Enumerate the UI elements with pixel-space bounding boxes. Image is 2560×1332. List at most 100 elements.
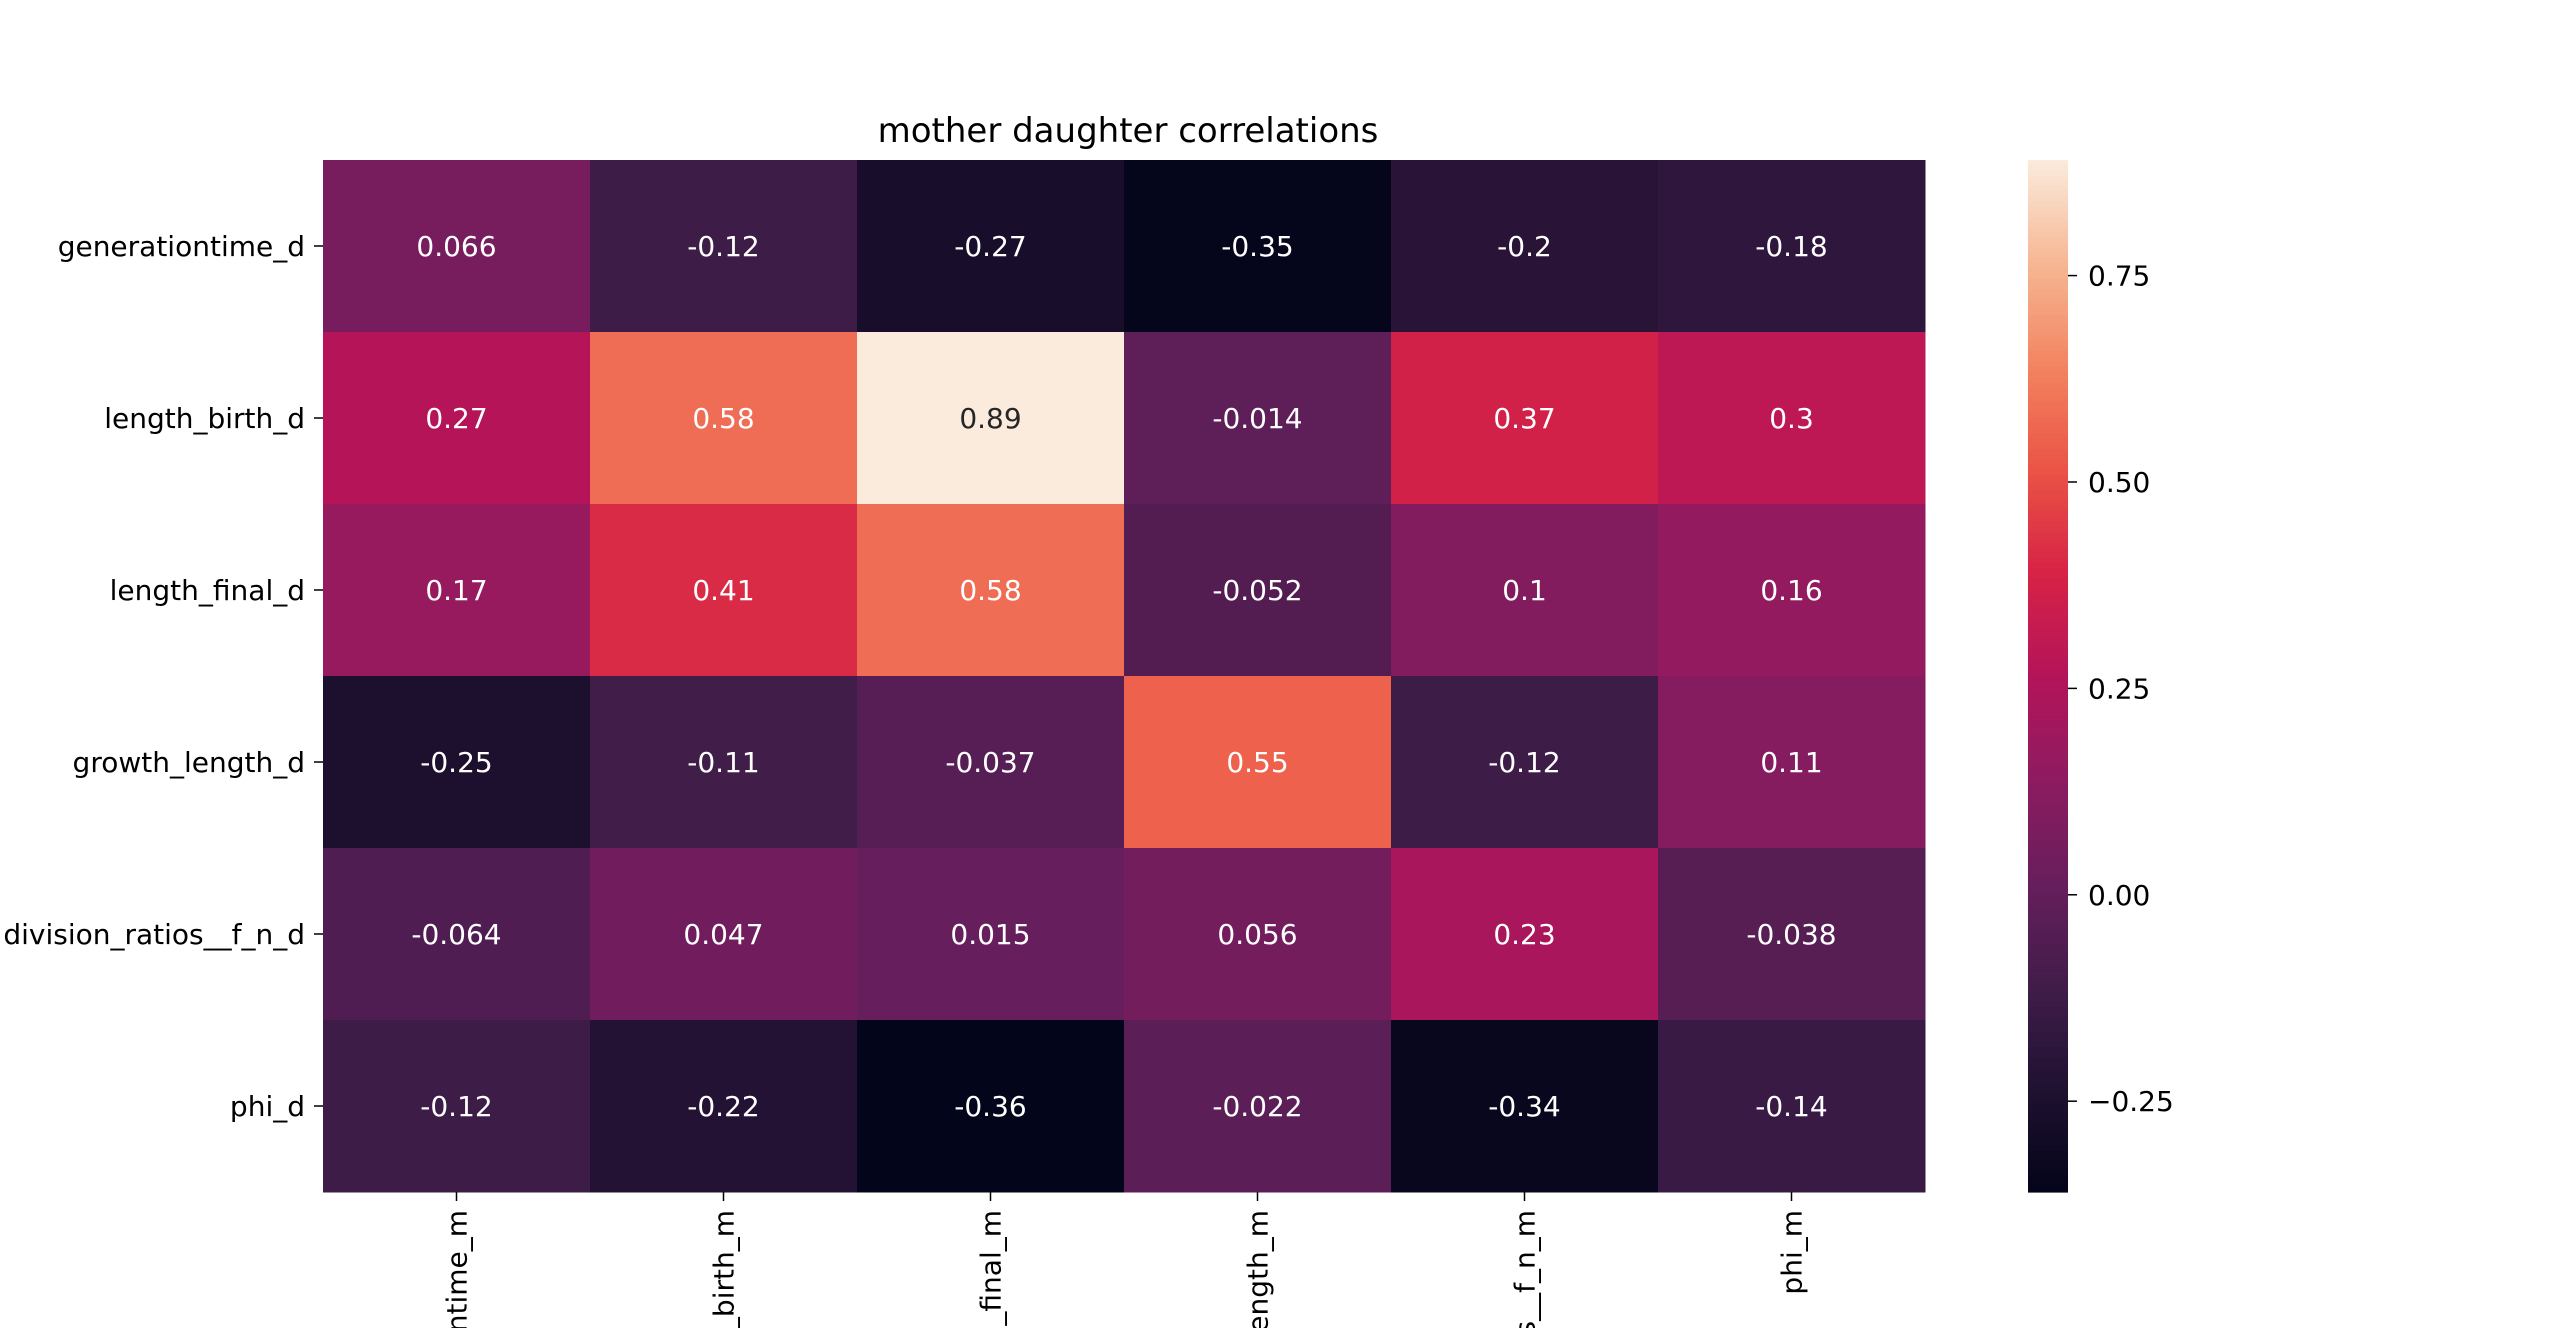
colorbar-segment	[2028, 825, 2068, 832]
colorbar-segment	[2028, 1026, 2068, 1033]
cell-value-label: 0.58	[959, 574, 1021, 607]
colorbar-segment	[2028, 273, 2068, 280]
colorbar-segment	[2028, 170, 2068, 177]
cell-value-label: 0.16	[1760, 574, 1822, 607]
heatmap-cell	[857, 1020, 1125, 1193]
cell-value-label: 0.11	[1760, 746, 1822, 779]
colorbar-segment	[2028, 180, 2068, 187]
colorbar-segment	[2028, 882, 2068, 889]
y-axis: generationtime_d length_birth_d length_fin…	[3, 230, 323, 1123]
cell-value-label: -0.14	[1755, 1090, 1827, 1123]
colorbar-segment	[2028, 350, 2068, 357]
colorbar-segment	[2028, 877, 2068, 883]
colorbar-segment	[2028, 1150, 2068, 1157]
colorbar-segment	[2028, 402, 2068, 409]
colorbar-segment	[2028, 1001, 2068, 1007]
colorbar-segment	[2028, 366, 2068, 373]
colorbar-segment	[2028, 614, 2068, 620]
colorbar-segment	[2028, 727, 2068, 734]
heatmap-cell	[857, 504, 1125, 677]
colorbar-segment	[2028, 562, 2068, 569]
colorbar-segment	[2028, 397, 2068, 404]
colorbar-segment	[2028, 964, 2068, 971]
colorbar-segment	[2028, 851, 2068, 858]
colorbar-segment	[2028, 232, 2068, 238]
colorbar-segment	[2028, 160, 2068, 166]
x-tick-label: ength_m	[1242, 1210, 1275, 1328]
colorbar-segment	[2028, 572, 2068, 579]
cell-value-label: 0.066	[416, 230, 496, 263]
cell-value-label: 0.27	[425, 402, 487, 435]
colorbar-segment	[2028, 418, 2068, 424]
y-tick-label: generationtime_d	[58, 230, 305, 263]
x-tick-label: n_final_m	[975, 1210, 1008, 1328]
colorbar-segment	[2028, 474, 2068, 481]
colorbar-segment	[2028, 913, 2068, 920]
colorbar-segment	[2028, 810, 2068, 816]
cell-value-label: -0.36	[954, 1090, 1026, 1123]
colorbar-segment	[2028, 227, 2068, 233]
colorbar-segment	[2028, 531, 2068, 538]
heatmap-cell	[1658, 676, 1926, 849]
colorbar-segment	[2028, 1088, 2068, 1095]
colorbar-segment	[2028, 706, 2068, 713]
colorbar-segment	[2028, 1135, 2068, 1141]
colorbar-segment	[2028, 242, 2068, 249]
colorbar-segment	[2028, 815, 2068, 822]
colorbar-segment	[2028, 737, 2068, 744]
heatmap-cell	[323, 848, 591, 1021]
colorbar: 0.75 0.50 0.25 0.00 −0.25	[2028, 160, 2174, 1193]
colorbar-segment	[2028, 299, 2068, 306]
colorbar-segment	[2028, 598, 2068, 605]
heatmap-cell	[323, 1020, 591, 1193]
colorbar-segment	[2028, 691, 2068, 698]
heatmap-cell	[1391, 504, 1659, 677]
colorbar-segment	[2028, 655, 2068, 662]
cell-value-label: -0.064	[411, 918, 501, 951]
colorbar-segment	[2028, 903, 2068, 909]
colorbar-segment	[2028, 325, 2068, 331]
heatmap-cell	[1124, 160, 1392, 333]
colorbar-segment	[2028, 608, 2068, 615]
colorbar-segment	[2028, 753, 2068, 760]
colorbar-segment	[2028, 335, 2068, 342]
colorbar-segment	[2028, 681, 2068, 687]
colorbar-segment	[2028, 340, 2068, 347]
heatmap-cell	[1124, 332, 1392, 505]
colorbar-segment	[2028, 1078, 2068, 1085]
cell-value-label: 0.58	[692, 402, 754, 435]
x-tick-label: s__f_n_m	[1509, 1210, 1542, 1328]
heatmap-cell	[590, 504, 858, 677]
colorbar-segment	[2028, 748, 2068, 754]
chart-title: mother daughter correlations	[878, 111, 1379, 151]
colorbar-segment	[2028, 423, 2068, 429]
heatmap-cell	[1658, 848, 1926, 1021]
colorbar-segment	[2028, 928, 2068, 935]
cell-value-label: -0.22	[687, 1090, 759, 1123]
colorbar-segment	[2028, 1124, 2068, 1131]
colorbar-segment	[2028, 201, 2068, 208]
colorbar-segment	[2028, 1104, 2068, 1111]
cell-value-label: -0.12	[1488, 746, 1560, 779]
cell-value-label: -0.014	[1212, 402, 1302, 435]
colorbar-segment	[2028, 309, 2068, 316]
heatmap-cell	[590, 676, 858, 849]
heatmap-cell	[590, 332, 858, 505]
colorbar-tick-label: 0.50	[2088, 466, 2150, 499]
colorbar-segment	[2028, 1161, 2068, 1167]
colorbar-segment	[2028, 959, 2068, 966]
colorbar-segment	[2028, 541, 2068, 548]
colorbar-segment	[2028, 521, 2068, 527]
cell-value-label: 0.3	[1769, 402, 1814, 435]
colorbar-segment	[2028, 381, 2068, 388]
colorbar-segment	[2028, 1093, 2068, 1100]
colorbar-segment	[2028, 1171, 2068, 1178]
colorbar-segment	[2028, 469, 2068, 476]
colorbar-segment	[2028, 897, 2068, 904]
colorbar-segment	[2028, 185, 2068, 192]
colorbar-segment	[2028, 505, 2068, 512]
colorbar-segment	[2028, 805, 2068, 811]
cell-value-label: -0.25	[420, 746, 492, 779]
colorbar-segment	[2028, 846, 2068, 853]
